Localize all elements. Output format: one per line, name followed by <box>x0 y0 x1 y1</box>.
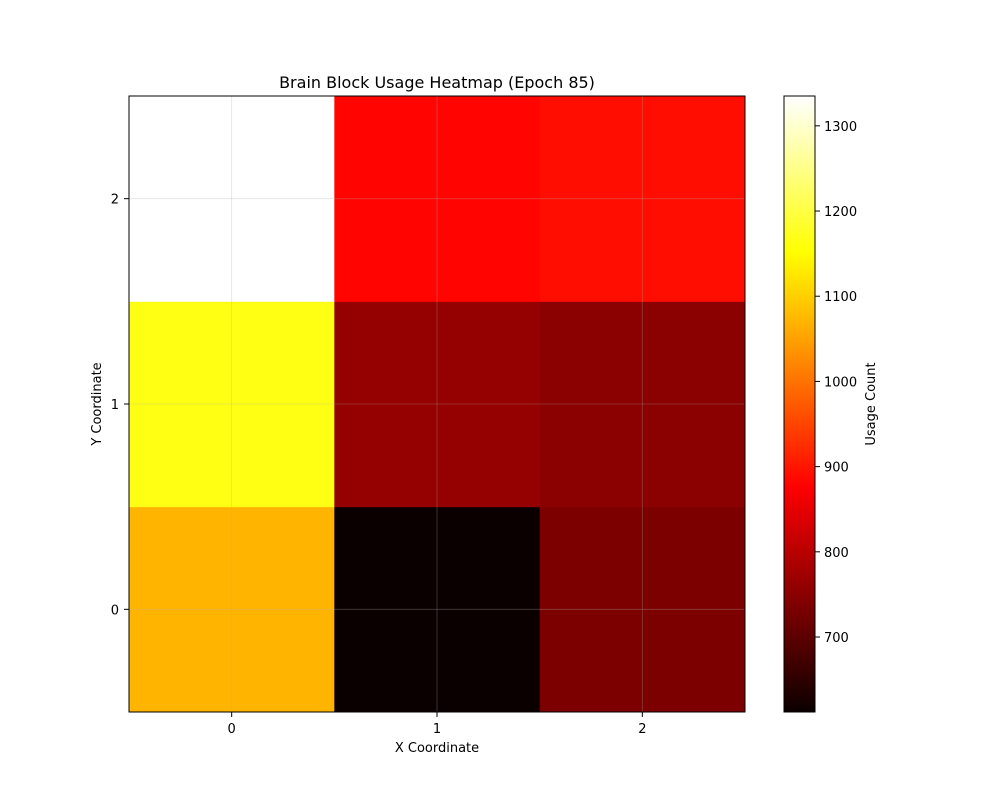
x-tick-label: 1 <box>433 722 441 737</box>
colorbar-tick-label: 700 <box>824 631 849 646</box>
x-tick-label: 2 <box>638 722 646 737</box>
chart-title: Brain Block Usage Heatmap (Epoch 85) <box>279 73 595 92</box>
colorbar-ticks: 700 800 900 1000 1100 1200 1300 <box>815 120 857 646</box>
heatmap-cell <box>539 301 746 508</box>
heatmap-cell <box>334 301 541 508</box>
y-axis-label: Y Coordinate <box>90 362 105 446</box>
heatmap-cell <box>129 301 335 508</box>
heatmap-cell <box>539 96 746 302</box>
colorbar-tick-label: 1300 <box>824 120 857 135</box>
colorbar <box>783 95 816 713</box>
y-tick-label: 2 <box>111 193 119 208</box>
colorbar-tick-label: 1200 <box>824 205 857 220</box>
colorbar-tick-label: 1100 <box>824 290 857 305</box>
x-axis-label: X Coordinate <box>395 741 479 756</box>
heatmap-cell <box>334 96 541 302</box>
y-axis-ticks: 0 1 2 <box>111 193 129 618</box>
x-axis-ticks: 0 1 2 <box>228 712 646 737</box>
heatmap-cell <box>129 96 335 302</box>
heatmap-cell <box>129 506 335 713</box>
colorbar-label: Usage Count <box>864 362 879 445</box>
heatmap-cell <box>539 506 746 713</box>
y-tick-label: 1 <box>111 398 119 413</box>
x-tick-label: 0 <box>228 722 236 737</box>
colorbar-tick-label: 900 <box>824 461 849 476</box>
colorbar-tick-label: 800 <box>824 546 849 561</box>
y-tick-label: 0 <box>111 603 119 618</box>
colorbar-tick-label: 1000 <box>824 375 857 390</box>
heatmap-cells <box>129 96 746 713</box>
heatmap-grid <box>129 96 745 712</box>
heatmap-cell <box>334 506 541 713</box>
